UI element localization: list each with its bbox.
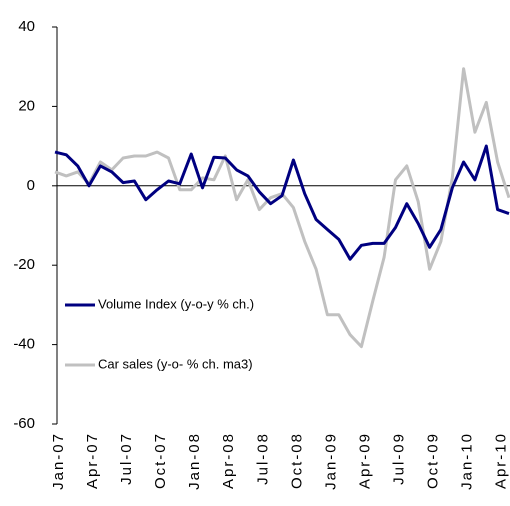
y-tick-label: -60	[13, 415, 35, 432]
y-tick-label: -40	[13, 336, 35, 353]
legend-label: Car sales (y-o- % ch. ma3)	[98, 356, 253, 371]
x-tick-label: Jul-09	[390, 432, 407, 485]
x-tick-label: Jan-07	[50, 432, 67, 490]
x-tick-label: Oct-09	[425, 432, 442, 489]
y-tick-label: -20	[13, 256, 35, 273]
x-tick-label: Jul-08	[254, 432, 271, 485]
x-tick-label: Jan-10	[459, 432, 476, 490]
x-tick-label: Apr-08	[220, 432, 237, 489]
legend-label: Volume Index (y-o-y % ch.)	[98, 296, 254, 311]
x-tick-label: Oct-08	[288, 432, 305, 489]
x-tick-label: Jan-09	[322, 432, 339, 490]
x-tick-label: Jul-07	[118, 432, 135, 485]
x-tick-label: Jan-08	[186, 432, 203, 490]
x-tick-label: Apr-07	[84, 432, 101, 489]
x-tick-label: Apr-10	[493, 432, 510, 489]
x-tick-label: Oct-07	[152, 432, 169, 489]
x-tick-label: Apr-09	[356, 432, 373, 489]
y-tick-label: 20	[18, 97, 35, 114]
line-series	[54, 144, 510, 261]
y-tick-label: 0	[27, 177, 35, 194]
y-tick-label: 40	[18, 18, 35, 35]
